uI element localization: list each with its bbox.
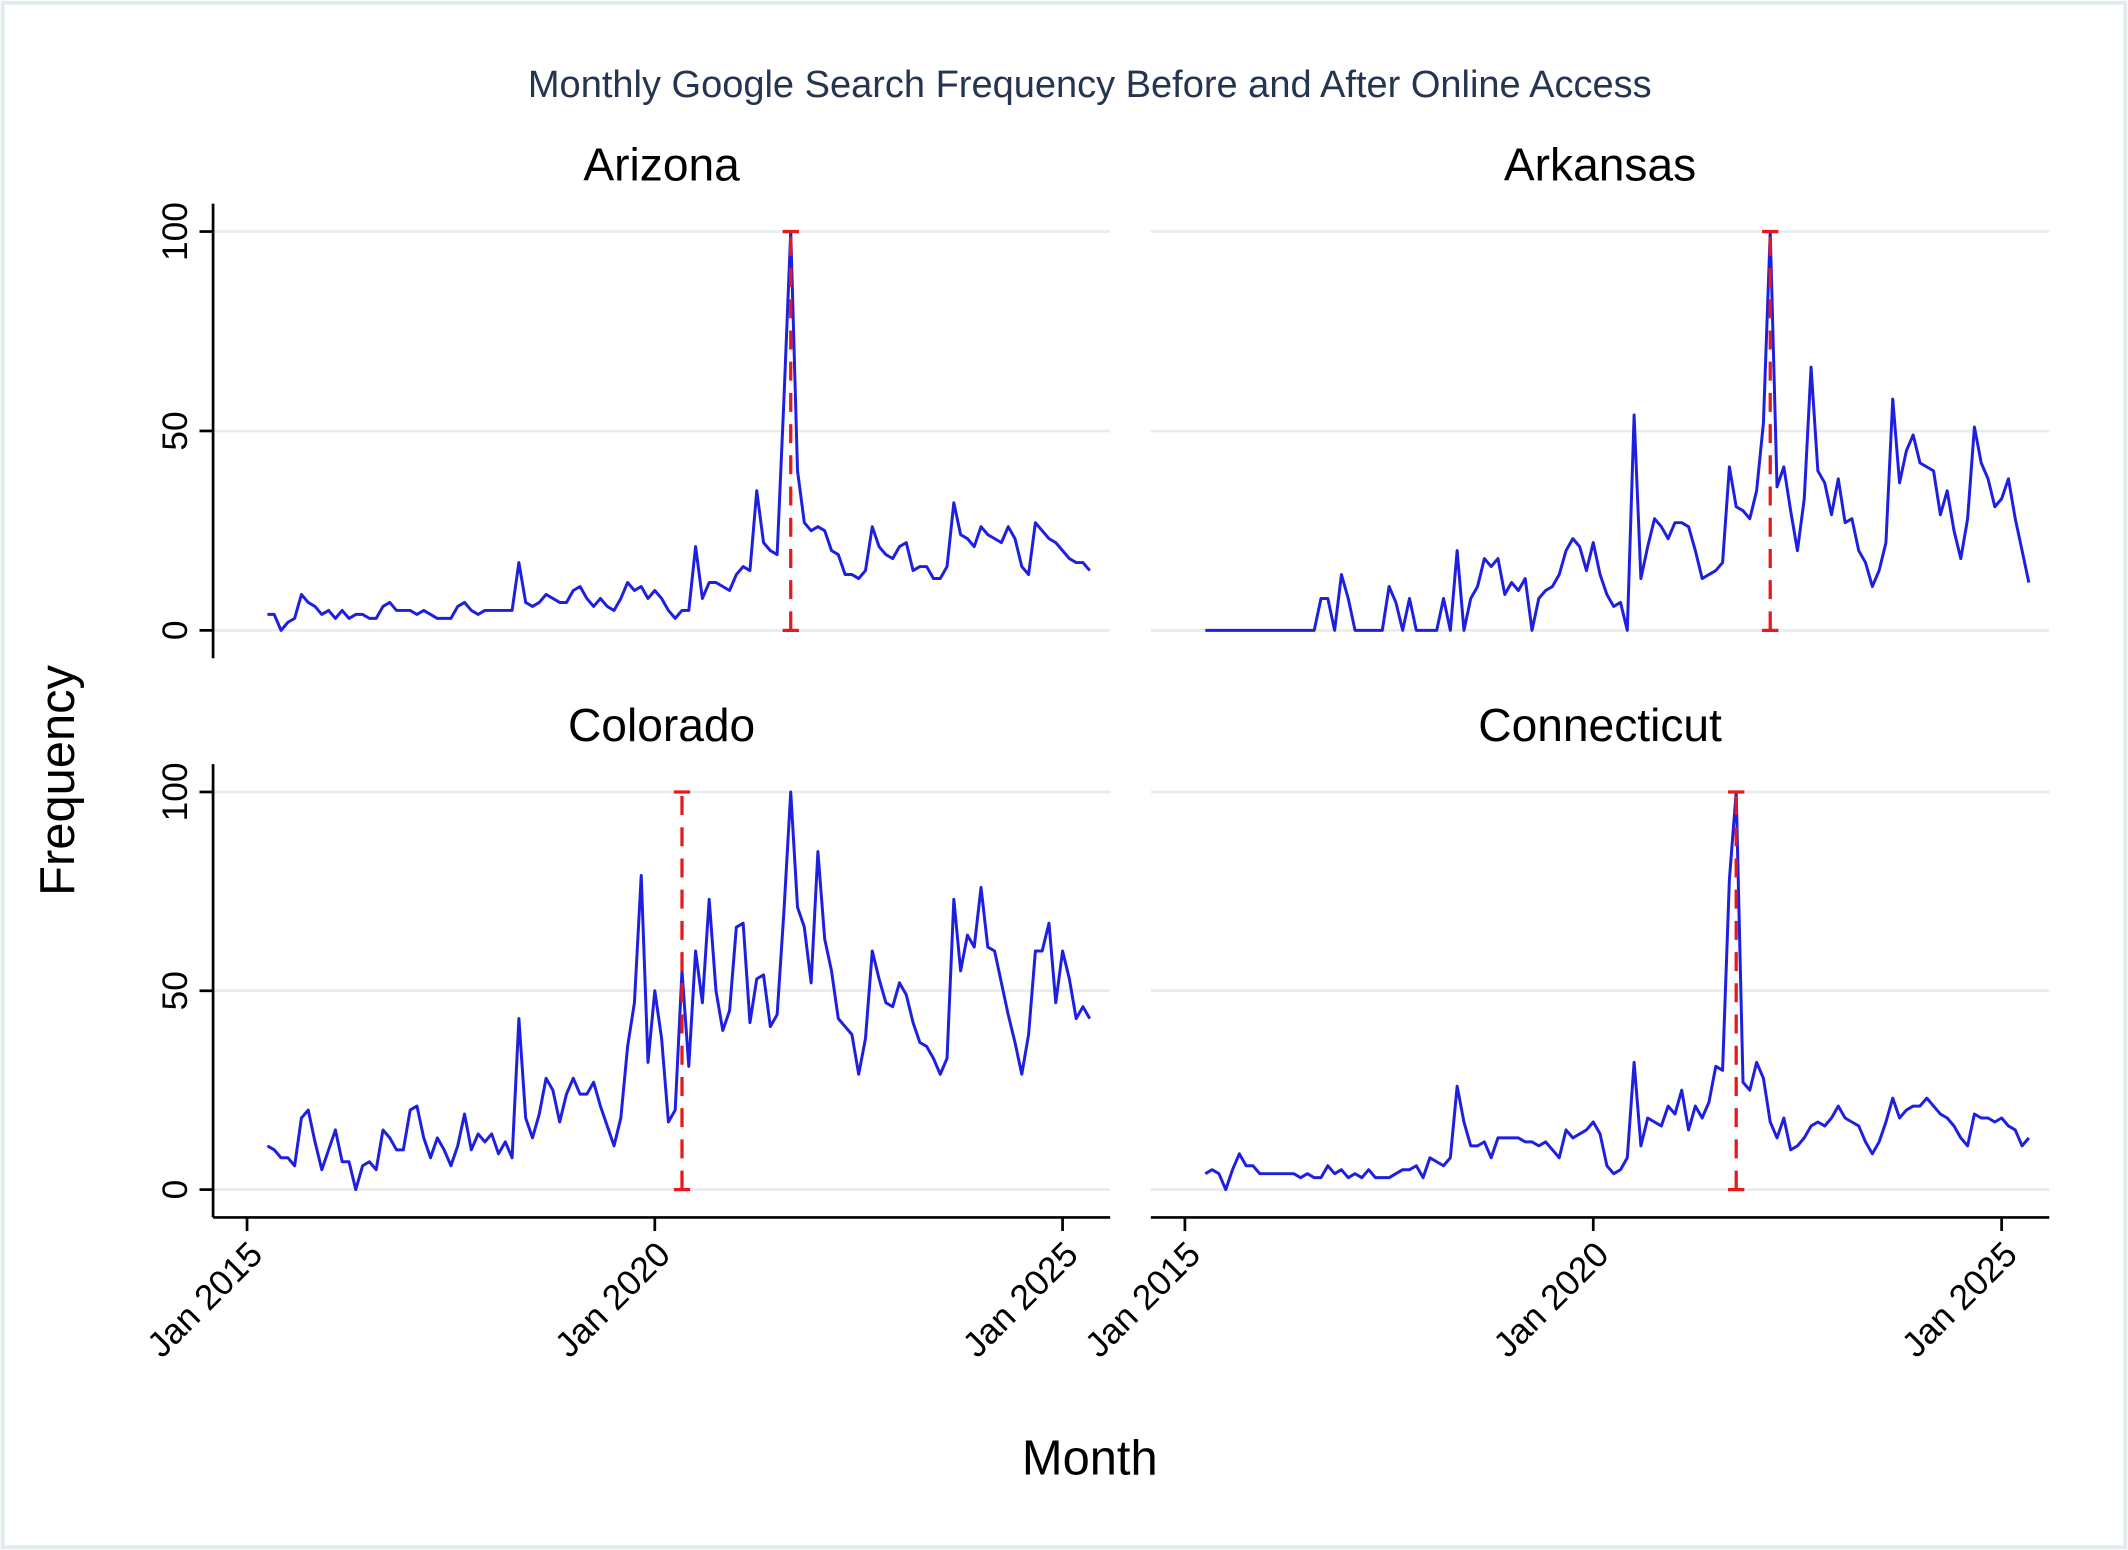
series-line [1205, 230, 2031, 632]
y-tick-label: 0 [156, 1180, 195, 1200]
y-tick-label: 50 [156, 971, 195, 1010]
series-line [1204, 790, 2030, 1192]
y-tick-label: 50 [156, 411, 195, 450]
y-axis-label: Frequency [31, 664, 85, 895]
panel-title: Connecticut [1478, 699, 1722, 751]
figure-title: Monthly Google Search Frequency Before a… [528, 64, 1652, 106]
x-axis-label: Month [1022, 1432, 1158, 1486]
series-line [267, 230, 1091, 632]
y-tick-label: 100 [156, 763, 195, 822]
y-tick-label: 100 [156, 202, 195, 261]
panel-title: Arkansas [1504, 139, 1696, 191]
y-tick-label: 0 [156, 621, 195, 641]
panel-title: Arizona [583, 139, 740, 191]
panel-title: Colorado [568, 699, 755, 751]
series-line [266, 790, 1092, 1192]
